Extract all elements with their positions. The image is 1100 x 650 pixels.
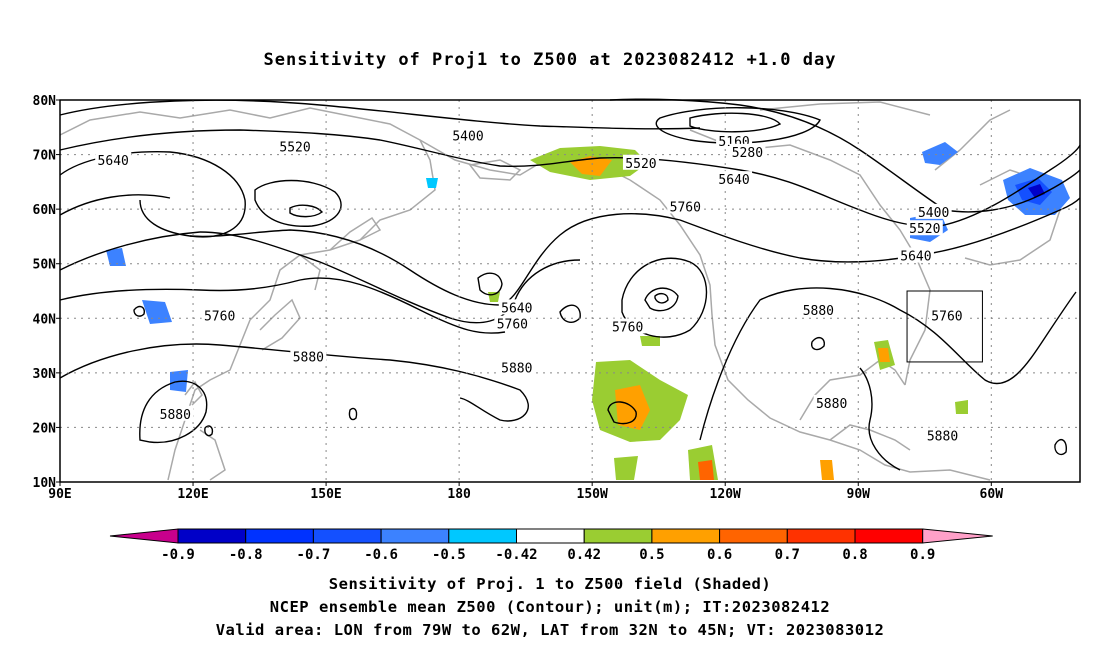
lon-label: 90W (847, 487, 871, 502)
lon-label: 120W (710, 487, 741, 502)
colorbar-label: -0.5 (432, 547, 466, 563)
contour-label: 5280 (732, 146, 763, 161)
contour-label: 5880 (160, 408, 191, 423)
contour-label-bg (498, 359, 535, 375)
latitude-axis-labels: 80N 70N 60N 50N 40N 30N 20N 10N (33, 94, 60, 491)
lon-label: 90E (48, 487, 71, 502)
colorbar-segment (786, 528, 856, 544)
colorbar-label: 0.5 (639, 547, 664, 563)
colorbar-low-extension (109, 528, 179, 544)
contour-label: 5640 (900, 250, 931, 265)
contour-label: 5880 (803, 304, 834, 319)
contour-label-bg (609, 318, 646, 334)
valid-area-box (906, 290, 983, 363)
colorbar-label: -0.42 (495, 547, 537, 563)
colorbar (109, 528, 993, 544)
colorbar-segment (719, 528, 788, 544)
contour-label: 5520 (625, 157, 656, 172)
contour-label: 5760 (931, 310, 962, 325)
colorbar-label: -0.6 (364, 547, 398, 563)
contour-label-bg (157, 405, 194, 421)
contour-label: 5760 (612, 320, 643, 335)
lon-label: 150E (310, 487, 341, 502)
colorbar-segment (651, 528, 721, 544)
coastlines (59, 101, 1061, 481)
lon-label: 120E (177, 487, 208, 502)
map-frame (59, 99, 1081, 483)
contour-label-bg (201, 307, 238, 323)
lat-label: 30N (33, 367, 57, 382)
colorbar-label: -0.9 (161, 547, 195, 563)
contour-label: 5880 (293, 350, 324, 365)
contour-label: 5760 (497, 318, 528, 333)
lat-label: 40N (33, 312, 57, 327)
contour-label-bg (716, 171, 753, 187)
contour-label: 5880 (927, 430, 958, 445)
colorbar-segment (583, 528, 653, 544)
lon-label: 180 (447, 487, 471, 502)
contour-label: 5520 (909, 222, 940, 237)
lat-label: 70N (33, 149, 57, 164)
contour-label-bg (667, 198, 704, 214)
lat-label: 20N (33, 421, 57, 436)
colorbar-label: 0.6 (707, 547, 732, 563)
colorbar-labels: -0.9 -0.8 -0.7 -0.6 -0.5 -0.42 0.42 0.5 0.6 0.7 0.… (161, 547, 935, 563)
contour-label-bg (897, 247, 934, 263)
caption-contour: NCEP ensemble mean Z500 (Contour); unit(… (269, 598, 831, 616)
longitude-axis-labels: 90E 120E 150E 180 150W 120W 90W 60W (48, 482, 1003, 502)
contour-label-bg (277, 138, 314, 154)
contour-label-bg (813, 394, 850, 410)
contour-label: 5400 (452, 129, 483, 144)
contour-label-bg (95, 152, 132, 168)
contour-label: 5760 (670, 200, 701, 215)
lon-label: 60W (980, 487, 1004, 502)
colorbar-segment (516, 528, 585, 544)
colorbar-segment (854, 528, 924, 544)
contour-label: 5400 (918, 206, 949, 221)
contour-label-bg (494, 315, 531, 331)
colorbar-segment (448, 528, 517, 544)
contour-label-bg (290, 348, 327, 364)
lat-label: 80N (33, 94, 57, 109)
contour-label-bg (924, 427, 961, 443)
contour-label: 5640 (98, 154, 129, 169)
contour-label-bg (450, 127, 486, 143)
contour-label: 5880 (501, 361, 532, 376)
lon-label: 150W (577, 487, 608, 502)
colorbar-segment (245, 528, 314, 544)
chart-title: Sensitivity of Proj1 to Z500 at 20230824… (263, 50, 837, 70)
colorbar-label: 0.8 (842, 547, 867, 563)
lat-label: 50N (33, 258, 57, 273)
contour-label-bg (800, 302, 837, 318)
contour-label: 5760 (204, 310, 235, 325)
contour-label: 5520 (279, 140, 310, 155)
contour-label-bg (729, 143, 766, 159)
caption-valid-area: Valid area: LON from 79W to 62W, LAT fro… (215, 621, 885, 639)
contour-label: 5640 (501, 301, 532, 316)
contour-label: 5880 (816, 397, 847, 412)
caption-shading: Sensitivity of Proj. 1 to Z500 field (Sh… (328, 575, 772, 593)
lat-label: 10N (33, 476, 57, 491)
colorbar-label: 0.9 (910, 547, 935, 563)
contour-label-bg (498, 299, 535, 315)
colorbar-segment (177, 528, 247, 544)
colorbar-label: -0.8 (229, 547, 263, 563)
colorbar-segment (380, 528, 450, 544)
contour-label-bg (928, 307, 965, 323)
lat-label: 60N (33, 203, 57, 218)
colorbar-label: 0.42 (567, 547, 601, 563)
contour-label: 5640 (718, 173, 749, 188)
contour-label-bg (906, 220, 943, 236)
contour-label-bg (622, 154, 659, 170)
colorbar-label: 0.7 (775, 547, 800, 563)
colorbar-segment (312, 528, 382, 544)
colorbar-label: -0.7 (297, 547, 331, 563)
colorbar-high-extension (922, 528, 993, 544)
contour-label-bg (915, 203, 952, 219)
